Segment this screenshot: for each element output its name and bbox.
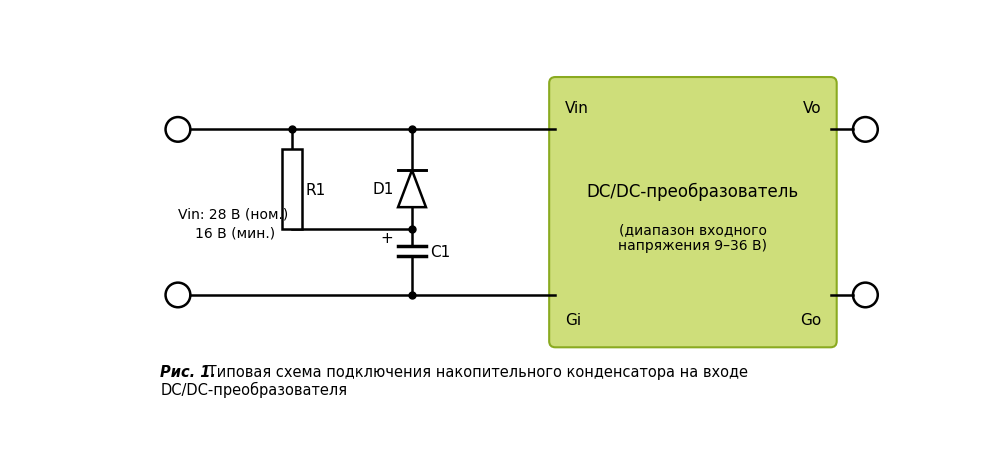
- Text: (диапазон входного
напряжения 9–36 В): (диапазон входного напряжения 9–36 В): [618, 222, 768, 252]
- Text: DC/DC-преобразователь: DC/DC-преобразователь: [587, 182, 799, 200]
- Text: Типовая схема подключения накопительного конденсатора на входе: Типовая схема подключения накопительного…: [202, 365, 747, 379]
- Text: +: +: [381, 230, 394, 245]
- Text: 16 В (мин.): 16 В (мин.): [195, 226, 276, 240]
- Bar: [282, 149, 302, 230]
- Text: DC/DC-преобразователя: DC/DC-преобразователя: [160, 381, 348, 397]
- Text: Рис. 1.: Рис. 1.: [160, 365, 216, 379]
- Text: Go: Go: [800, 313, 822, 327]
- Polygon shape: [398, 171, 426, 208]
- Text: Gi: Gi: [565, 313, 581, 327]
- Text: R1: R1: [306, 182, 326, 197]
- Text: Vin: 28 В (ном.): Vin: 28 В (ном.): [178, 207, 289, 221]
- Text: Vin: Vin: [565, 101, 588, 116]
- Text: C1: C1: [431, 244, 451, 259]
- Text: D1: D1: [373, 182, 394, 197]
- FancyBboxPatch shape: [549, 78, 837, 347]
- Text: Vo: Vo: [803, 101, 822, 116]
